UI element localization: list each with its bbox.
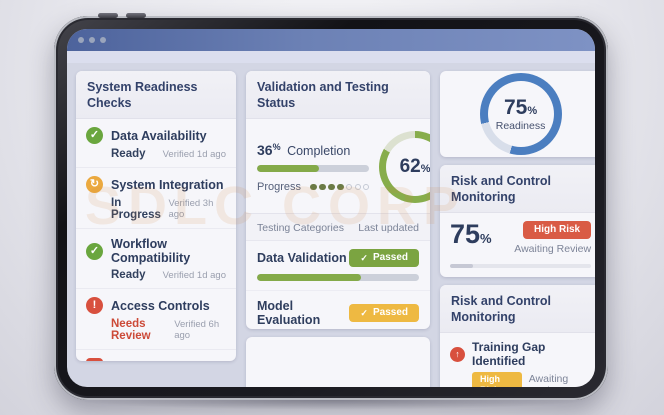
check-title: Workflow Compatibility	[111, 237, 191, 266]
risk-item-training-gap: ↑ Training Gap Identified High Risk Awai…	[440, 333, 595, 387]
testing-table-header: Testing Categories Last updated	[246, 214, 430, 242]
category-row-data-validation: Data Validation ✓ Passed	[246, 241, 430, 292]
check-circle-icon: ✓	[86, 242, 103, 260]
passed-badge: ✓ Passed	[349, 249, 419, 268]
middle-column: Validation and Testing Status 36% Comple…	[246, 71, 430, 387]
risk-monitoring-title: Risk and Control Monitoring	[440, 165, 595, 214]
tablet-frame: SDLC CORP System Readiness Checks ✓ Data…	[54, 13, 608, 400]
completion-section: 36% Completion Progress	[246, 119, 430, 215]
check-glyph: ✓	[89, 129, 100, 142]
completion-bar-fill	[257, 164, 319, 172]
risk-list-title: Risk and Control Monitoring	[440, 285, 595, 334]
category-bar-fill	[257, 274, 361, 282]
validation-status-title: Validation and Testing Status	[246, 71, 430, 120]
check-meta: Verified 1d ago	[162, 270, 226, 282]
passed-badge: ✓ Passed	[349, 304, 419, 323]
progress-label: Progress	[257, 180, 302, 193]
badge-label: Passed	[372, 252, 408, 264]
readiness-card: 75% Readiness	[440, 71, 595, 157]
check-title: Data Availability	[111, 128, 207, 143]
check-title: Access Controls	[111, 298, 210, 313]
check-circle-icon: ✓	[86, 127, 103, 145]
risk-value-unit: %	[480, 231, 492, 247]
check-row-access-controls-2: ✓ Access Controls Verified 6 h ago Verif…	[76, 350, 236, 361]
check-meta: Verified 1d ago	[162, 149, 226, 161]
validation-status-card: Validation and Testing Status 36% Comple…	[246, 71, 430, 329]
window-titlebar	[67, 29, 595, 51]
progress-dots	[310, 183, 370, 191]
sync-icon: ↻	[86, 176, 103, 194]
readiness-value: 75	[503, 95, 528, 119]
empty-card	[246, 337, 430, 387]
check-status: Ready	[111, 269, 146, 282]
system-readiness-title: System Readiness Checks	[76, 71, 236, 120]
alert-glyph: !	[92, 299, 97, 312]
check-square-icon: ✓	[86, 358, 103, 361]
check-row-workflow-compatibility: ✓ Workflow Compatibility Ready Verified …	[76, 229, 236, 290]
check-title: Access Controls	[111, 360, 210, 361]
readiness-label: Readiness	[495, 119, 546, 132]
check-icon: ✓	[360, 307, 368, 318]
check-row-access-controls: ! Access Controls Needs Review Verified …	[76, 289, 236, 351]
volume-down-button[interactable]	[126, 13, 146, 18]
sync-glyph: ↻	[89, 178, 100, 191]
check-title: System Integration	[111, 177, 224, 192]
system-readiness-card: System Readiness Checks ✓ Data Availabil…	[76, 71, 236, 361]
category-row-model-evaluation: Model Evaluation ✓ Passed	[246, 291, 430, 329]
check-meta: Verified 3h ago	[168, 198, 214, 221]
volume-up-button[interactable]	[98, 13, 118, 18]
completion-label: 36% Completion	[257, 142, 369, 158]
high-risk-badge: High Risk	[522, 221, 592, 240]
left-column: System Readiness Checks ✓ Data Availabil…	[76, 71, 236, 387]
col-testing-categories: Testing Categories	[257, 222, 344, 235]
gauge-value: 62	[399, 155, 421, 177]
completion-bar	[257, 164, 370, 172]
risk-value: 75%	[450, 221, 492, 248]
window-dot-2[interactable]	[89, 37, 95, 43]
completion-value: 36	[257, 141, 273, 158]
risk-monitoring-card: Risk and Control Monitoring 75% High Ris…	[440, 165, 595, 277]
dashboard-content: SDLC CORP System Readiness Checks ✓ Data…	[67, 63, 595, 387]
category-bar	[257, 274, 419, 282]
check-icon: ✓	[360, 252, 368, 263]
risk-status: Awaiting Review	[514, 243, 592, 256]
toolbar-strip	[67, 51, 595, 63]
category-name: Model Evaluation	[257, 299, 321, 328]
check-status: In Progress	[111, 197, 161, 222]
completion-gauge: 62%	[379, 131, 430, 204]
window-dot-3[interactable]	[100, 37, 106, 43]
tablet-screen: SDLC CORP System Readiness Checks ✓ Data…	[67, 29, 595, 387]
window-dot-1[interactable]	[78, 37, 84, 43]
check-row-data-availability: ✓ Data Availability Ready Verified 1d ag…	[76, 119, 236, 169]
right-column: 75% Readiness Risk and Control Monitorin…	[440, 71, 595, 387]
risk-progress-fill	[450, 264, 473, 268]
category-name: Data Validation	[257, 251, 347, 266]
risk-value-number: 75	[450, 219, 481, 250]
risk-item-title: Training Gap Identified	[472, 340, 546, 369]
gauge-unit: %	[420, 162, 430, 175]
arrow-up-glyph: ↑	[455, 348, 460, 359]
check-status: Needs Review	[111, 318, 151, 343]
risk-list-card: Risk and Control Monitoring ↑ Training G…	[440, 285, 595, 387]
completion-word: Completion	[287, 143, 351, 158]
check-row-system-integration: ↻ System Integration In Progress Verifie…	[76, 168, 236, 230]
readiness-unit: %	[527, 104, 538, 117]
alert-icon: !	[86, 297, 103, 315]
check-glyph: ✓	[89, 244, 100, 257]
badge-label: Passed	[372, 307, 408, 319]
check-status: Ready	[111, 148, 146, 161]
arrow-up-icon: ↑	[450, 346, 465, 362]
high-risk-badge-small: High Risk	[472, 372, 522, 387]
readiness-gauge: 75% Readiness	[479, 73, 562, 155]
check-meta: Verified 6h ago	[174, 319, 220, 342]
risk-item-status: Awaiting Review	[528, 373, 569, 387]
risk-progress-track	[450, 264, 592, 268]
col-last-updated: Last updated	[358, 222, 419, 235]
completion-unit: %	[272, 141, 281, 152]
